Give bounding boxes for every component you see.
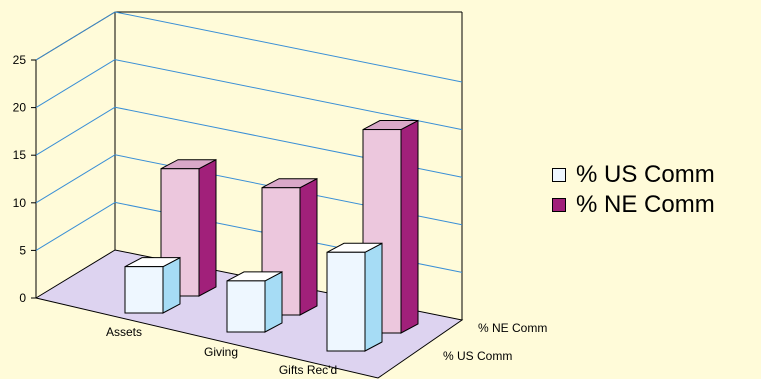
legend: % US Comm % NE Comm <box>552 160 715 220</box>
x-category-label: Giving <box>204 345 238 359</box>
depth-axis-label: % US Comm <box>443 349 512 363</box>
legend-swatch-ne <box>552 198 566 212</box>
bar-us-1 <box>226 271 283 333</box>
bar-ne-1-side <box>299 177 318 316</box>
bars <box>124 119 419 352</box>
depth-labels: % NE Comm % US Comm <box>443 321 547 363</box>
legend-swatch-us <box>552 168 566 182</box>
bar-us-1-side <box>264 271 283 333</box>
y-tick-label: 0 <box>19 291 26 305</box>
legend-label-us: % US Comm <box>576 161 715 188</box>
gridline-back-wall <box>114 11 463 83</box>
y-tick-label: 10 <box>13 196 27 210</box>
gridline-left-wall <box>35 154 116 204</box>
gridline-left-wall <box>35 201 116 251</box>
bar-us-2-side <box>364 242 383 352</box>
category-labels: Assets Giving Gifts Rec'd <box>106 325 337 377</box>
bar-us-1-front <box>226 280 266 333</box>
gridline-left-wall <box>35 11 116 61</box>
gridline-left-wall <box>35 106 116 156</box>
bar-us-0 <box>124 256 181 314</box>
bar-us-2-front <box>326 251 366 352</box>
gridline-left-wall <box>35 59 116 109</box>
y-tick-label: 5 <box>19 243 26 257</box>
depth-axis-label: % NE Comm <box>478 321 547 335</box>
legend-item-us: % US Comm <box>552 160 715 190</box>
legend-item-ne: % NE Comm <box>552 190 715 220</box>
bar-us-0-front <box>124 266 164 314</box>
bar-us-2 <box>326 242 383 352</box>
bar-ne-1 <box>261 177 318 316</box>
y-tick-label: 25 <box>13 53 27 67</box>
bar-ne-0-side <box>198 158 217 297</box>
legend-label-ne: % NE Comm <box>576 191 715 218</box>
y-axis-ticks: 0 5 10 15 20 25 <box>13 53 36 305</box>
x-category-label: Gifts Rec'd <box>279 363 337 377</box>
y-tick-label: 15 <box>13 148 27 162</box>
bar-us-0-side <box>162 256 181 314</box>
y-tick-label: 20 <box>13 101 27 115</box>
gridline-back-wall <box>114 59 463 131</box>
bar-ne-2-side <box>400 119 419 334</box>
x-category-label: Assets <box>106 325 142 339</box>
